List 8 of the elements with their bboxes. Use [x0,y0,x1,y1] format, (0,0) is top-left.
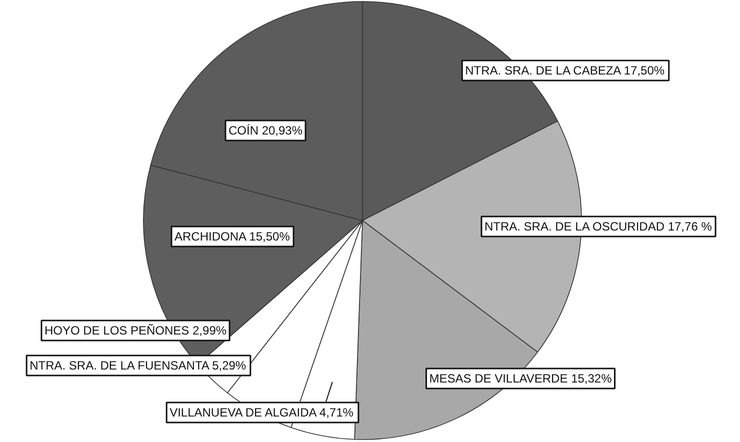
slice-label: NTRA. SRA. DE LA OSCURIDAD 17,76 % [484,220,712,234]
slice-label: MESAS DE VILLAVERDE 15,32% [429,372,612,386]
slice-label: NTRA. SRA. DE LA CABEZA 17,50% [465,64,665,78]
slice-label: VILLANUEVA DE ALGAIDA 4,71% [170,406,354,420]
slice-label: NTRA. SRA. DE LA FUENSANTA 5,29% [30,358,246,372]
slice-label: COÍN 20,93% [228,124,303,138]
slice-label: HOYO DE LOS PEÑONES 2,99% [44,324,227,338]
slice-label: ARCHIDONA 15,50% [174,230,290,244]
